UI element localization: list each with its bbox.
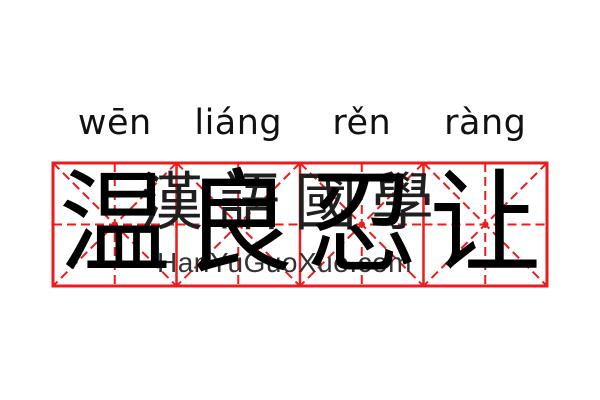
pinyin-row: wēn liáng rěn ràng [53,103,547,149]
hanzi-character-1: 温 [58,159,171,289]
pinyin-syllable-2: liáng [194,103,283,143]
watermark-url: HanYuGuoXue.com [157,247,412,278]
mizige-grid-lines [51,161,549,288]
hanzi-character-3: 忍 [305,159,418,289]
pinyin-syllable-1: wēn [77,103,152,143]
watermark-hanzi: 漢語國學 [140,166,448,239]
pinyin-syllable-4: ràng [444,103,527,143]
hanzi-character-4: 让 [429,159,542,289]
hanzi-character-2: 良 [182,159,295,289]
pinyin-syllable-3: rěn [332,103,392,143]
character-grid: 温 良 忍 让 漢語國學 HanYuGuoXue.com [51,159,549,289]
